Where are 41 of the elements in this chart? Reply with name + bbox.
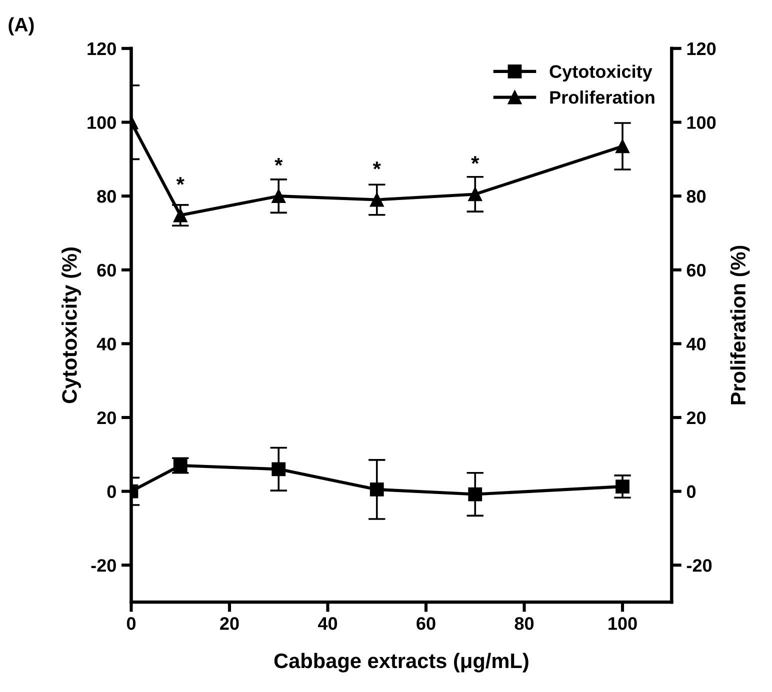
point (468, 187, 482, 202)
y-tick-label: 80 (97, 190, 116, 203)
y-tick-label: 60 (97, 264, 116, 277)
y2-tick-label: 100 (687, 116, 716, 129)
y2-tick-label: -20 (686, 559, 712, 572)
point (272, 462, 286, 476)
annotation: * (176, 177, 184, 185)
y2-tick-label: 120 (687, 42, 716, 56)
point (616, 480, 630, 494)
annotation: * (471, 156, 480, 164)
y2-tick-label: 80 (686, 190, 706, 203)
legend-label: Proliferation (550, 90, 654, 104)
y-tick-label: 0 (107, 485, 116, 498)
x-axis-title: Cabbage extracts (μg/mL) (274, 652, 528, 672)
y-tick-label: -20 (91, 559, 116, 572)
y-tick-label: 20 (97, 411, 116, 424)
x-tick-label: 0 (126, 617, 136, 630)
x-tick-label: 60 (416, 617, 436, 630)
y-tick-label: 40 (96, 338, 116, 350)
y-axis-title: Cytotoxicity (%) (62, 248, 81, 404)
point (370, 482, 384, 496)
annotation: * (274, 158, 283, 166)
y2-tick-label: 0 (686, 485, 696, 498)
legend-label: Cytotoxicity (550, 64, 652, 82)
x-tick-label: 80 (514, 617, 534, 630)
y2-axis-title: Proliferation (%) (730, 246, 750, 404)
point (616, 139, 630, 154)
y-tick-label: 100 (88, 116, 116, 129)
point (370, 192, 384, 207)
x-tick-label: 100 (608, 617, 637, 630)
x-tick-label: 40 (318, 617, 338, 630)
y2-tick-label: 40 (686, 338, 706, 350)
chart-title: (A) (8, 17, 34, 36)
point (272, 189, 286, 204)
y2-tick-label: 60 (686, 264, 706, 277)
y2-tick-label: 20 (686, 411, 706, 424)
point (468, 487, 482, 502)
annotation: * (372, 162, 381, 170)
y-tick-label: 120 (88, 42, 116, 56)
point (173, 208, 188, 222)
x-tick-label: 20 (220, 617, 239, 630)
